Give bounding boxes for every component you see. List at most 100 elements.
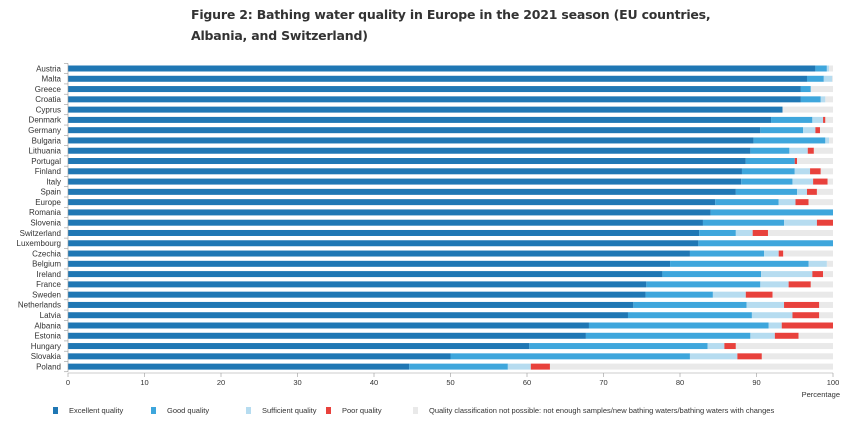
bar-segment-romania-excellent	[68, 209, 711, 216]
bar-segment-spain-poor	[806, 188, 817, 195]
bar-segment-netherlands-quality	[819, 301, 833, 308]
y-tick-label: Germany	[28, 126, 61, 135]
bar-segment-sweden-quality	[772, 291, 833, 298]
bar-segment-hungary-excellent	[68, 343, 530, 350]
bar-segment-ireland-sufficient	[761, 271, 813, 278]
y-tick-label: Latvia	[40, 311, 62, 320]
bar-segment-portugal-poor	[794, 158, 798, 165]
bar-segment-poland-poor	[530, 363, 550, 370]
bar-segment-germany-excellent	[68, 127, 761, 134]
y-tick-label: Albania	[34, 321, 61, 330]
y-tick-label: Switzerland	[20, 229, 61, 238]
bar-segment-italy-quality	[827, 178, 834, 185]
bar-segment-netherlands-sufficient	[746, 301, 785, 308]
bar-segment-switzerland-quality	[767, 229, 833, 236]
bar-segment-finland-excellent	[68, 168, 742, 175]
bar-segment-lithuania-sufficient	[789, 147, 808, 154]
bar-segment-italy-sufficient	[792, 178, 814, 185]
legend-label: Good quality	[167, 406, 210, 415]
bar-segment-netherlands-good	[633, 301, 747, 308]
bar-segment-finland-sufficient	[794, 168, 811, 175]
bar-segment-belgium-excellent	[68, 260, 671, 267]
bar-segment-albania-poor	[781, 322, 833, 329]
bar-segment-europe-excellent	[68, 199, 716, 206]
bar-segment-malta-quality	[832, 75, 833, 82]
bar-segment-poland-quality	[549, 363, 833, 370]
bar-segment-spain-excellent	[68, 188, 736, 195]
x-tick-label: 70	[599, 378, 607, 387]
bar-segment-netherlands-poor	[784, 301, 820, 308]
bar-segment-croatia-sufficient	[820, 96, 826, 103]
bar-segment-sweden-excellent	[68, 291, 646, 298]
x-axis: 0 10 20 30 40 50 60 70 80 90 100	[66, 372, 840, 387]
legend: Excellent quality Good quality Sufficient …	[0, 406, 868, 420]
bar-segment-estonia-poor	[774, 332, 799, 339]
y-tick-label: Poland	[36, 362, 61, 371]
bar-segment-poland-excellent	[68, 363, 410, 370]
bar-segment-croatia-good	[800, 96, 821, 103]
bar-segment-sweden-sufficient	[712, 291, 746, 298]
bar-segment-slovenia-poor	[816, 219, 833, 226]
bar-segment-hungary-sufficient	[707, 343, 725, 350]
bar-segment-latvia-sufficient	[751, 312, 793, 319]
bar-segment-albania-good	[588, 322, 769, 329]
bar-segment-france-excellent	[68, 281, 647, 288]
bar-segment-cyprus-excellent	[68, 106, 783, 113]
bar-segment-luxembourg-excellent	[68, 240, 699, 247]
bar-segment-bulgaria-quality	[829, 137, 833, 144]
bar-segment-slovakia-quality	[761, 353, 833, 360]
legend-label: Quality classification not possible: not…	[429, 406, 775, 415]
bar-segment-switzerland-good	[699, 229, 736, 236]
y-tick-label: Ireland	[37, 270, 61, 279]
y-tick-label: Slovakia	[31, 352, 62, 361]
bar-segment-estonia-excellent	[68, 332, 586, 339]
bar-segment-bulgaria-sufficient	[825, 137, 830, 144]
bar-segment-italy-poor	[813, 178, 828, 185]
legend-item: Sufficient quality	[246, 406, 316, 415]
bar-segment-belgium-good	[670, 260, 809, 267]
y-tick-label: Finland	[35, 167, 61, 176]
bar-segment-denmark-quality	[825, 116, 833, 123]
legend-swatch	[413, 407, 418, 414]
y-tick-label: Cyprus	[36, 105, 61, 114]
y-tick-label: Luxembourg	[17, 239, 61, 248]
y-tick-label: Netherlands	[18, 301, 61, 310]
legend-swatch	[326, 407, 331, 414]
y-tick-label: Europe	[35, 198, 61, 207]
bar-segment-france-quality	[810, 281, 834, 288]
y-tick-label: Spain	[41, 188, 61, 197]
bar-segment-bulgaria-good	[753, 137, 826, 144]
chart-title: Figure 2: Bathing water quality in Europ…	[191, 4, 711, 46]
bar-segment-czechia-excellent	[68, 250, 690, 257]
bar-segment-austria-excellent	[68, 65, 816, 72]
bar-segment-slovakia-sufficient	[689, 353, 738, 360]
bar-segment-czechia-quality	[783, 250, 833, 257]
bar-segment-czechia-sufficient	[764, 250, 779, 257]
bar-segment-sweden-poor	[745, 291, 773, 298]
x-tick-label: 100	[827, 378, 840, 387]
bar-segment-romania-good	[710, 209, 833, 216]
bar-segment-lithuania-good	[750, 147, 790, 154]
bar-segment-portugal-good	[745, 158, 795, 165]
legend-swatch	[246, 407, 251, 414]
bar-segment-malta-sufficient	[823, 75, 833, 82]
x-tick-label: 90	[752, 378, 760, 387]
bar-segment-slovenia-good	[702, 219, 785, 226]
bar-segment-france-good	[646, 281, 761, 288]
bar-segment-croatia-quality	[825, 96, 833, 103]
bar-segment-finland-quality	[820, 168, 833, 175]
y-tick-label: Slovenia	[30, 219, 61, 228]
legend-label: Excellent quality	[69, 406, 124, 415]
bar-segment-poland-good	[409, 363, 508, 370]
y-tick-label: Romania	[29, 208, 62, 217]
y-tick-label: Portugal	[31, 157, 61, 166]
bar-segment-europe-quality	[808, 199, 833, 206]
y-tick-label: Croatia	[35, 95, 61, 104]
legend-swatch	[151, 407, 156, 414]
x-tick-label: 40	[370, 378, 378, 387]
bar-segment-switzerland-poor	[752, 229, 768, 236]
legend-item: Quality classification not possible: not…	[413, 406, 774, 415]
bar-segment-ireland-quality	[823, 271, 833, 278]
